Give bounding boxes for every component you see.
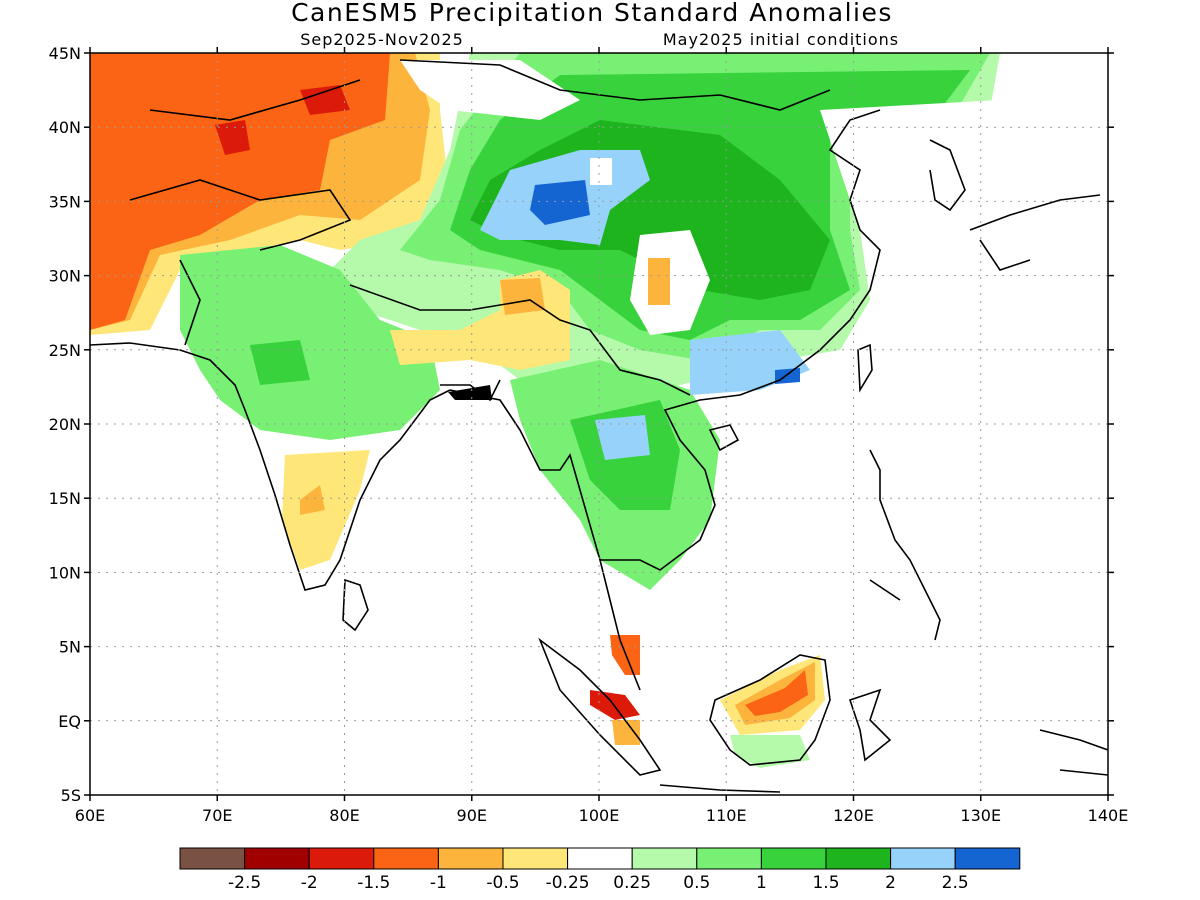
malaysia-dry-region <box>610 635 640 675</box>
laos-very-wet <box>595 415 650 460</box>
latitude-axis: 45N 40N 35N 30N 25N 20N 15N 10N 5N EQ 5S <box>49 44 1114 805</box>
sri-lanka <box>342 578 369 632</box>
india-dry-spot <box>300 485 325 515</box>
colorbar-swatch <box>696 847 762 870</box>
colorbar-swatch <box>502 847 569 870</box>
lat-tick-label: 5N <box>59 638 81 657</box>
new-guinea <box>1039 729 1108 776</box>
lat-tick-label: 45N <box>49 44 81 63</box>
taiwan <box>857 343 873 393</box>
colorbar-swatch <box>437 847 504 870</box>
sumatra <box>538 637 662 776</box>
tibet-extreme-wet-core <box>530 180 590 225</box>
lat-tick-label: 25N <box>49 341 81 360</box>
korea <box>929 139 966 212</box>
central-asia-borders <box>129 79 361 346</box>
gridlines <box>90 53 1108 795</box>
bangladesh-delta-fill <box>448 385 492 400</box>
tibet-neutral-spot <box>590 158 612 185</box>
india-dry-region <box>282 450 370 570</box>
china-border-south <box>349 284 691 396</box>
colorbar-label: -2 <box>301 873 318 893</box>
colorbar-swatch <box>954 847 1021 870</box>
colorbar-swatch <box>760 847 827 870</box>
colorbar-label: 1.5 <box>812 873 839 893</box>
colorbar-label: 0.25 <box>613 873 651 893</box>
borneo-dry-core <box>745 670 808 716</box>
colorbar-swatch <box>567 847 633 870</box>
lon-tick-label: 140E <box>1088 806 1129 825</box>
longitude-axis: 60E 70E 80E 90E 100E 110E 120E 130E 140E <box>75 47 1129 825</box>
tien-shan-very-dry-spot <box>300 85 350 115</box>
hainan <box>708 424 740 452</box>
lat-tick-label: 10N <box>49 563 81 582</box>
map-title: CanESM5 Precipitation Standard Anomalies <box>291 0 893 27</box>
colorbar-label: -0.5 <box>486 873 519 893</box>
lon-tick-label: 70E <box>202 806 232 825</box>
indochina-coastline <box>600 109 881 571</box>
java <box>659 784 781 793</box>
lat-tick-label: 40N <box>49 118 81 137</box>
lon-tick-label: 130E <box>960 806 1001 825</box>
colorbar-swatch <box>373 847 439 870</box>
india-wet-region <box>180 245 440 440</box>
lon-tick-label: 90E <box>457 806 487 825</box>
bay-bengal-east-coast <box>449 389 641 691</box>
colorbar-swatch <box>308 847 375 870</box>
lon-tick-label: 100E <box>579 806 620 825</box>
korea-neutral-region <box>820 90 1108 795</box>
lat-tick-label: 30N <box>49 267 81 286</box>
sichuan-dry-spot <box>648 258 670 305</box>
central-asia-dry-region-core <box>90 53 390 330</box>
india-wet-core <box>250 340 310 385</box>
colorbar-swatch <box>825 847 892 870</box>
south-china-extreme-wet <box>775 368 800 384</box>
mongolia-neutral-region <box>400 60 580 120</box>
sumatra-very-dry <box>590 690 640 720</box>
india-coastline <box>90 342 451 591</box>
colorbar-label: 2 <box>885 873 896 893</box>
initial-conditions: May2025 initial conditions <box>663 30 899 49</box>
colorbar-label: -1 <box>430 873 447 893</box>
lat-tick-label: 15N <box>49 489 81 508</box>
borneo-wet-south <box>730 735 810 768</box>
colorbar-label: -1.5 <box>357 873 390 893</box>
lon-tick-label: 80E <box>329 806 359 825</box>
colorbar-swatch <box>890 847 956 870</box>
lon-tick-label: 120E <box>833 806 874 825</box>
philippines <box>869 449 941 641</box>
lon-tick-label: 60E <box>75 806 105 825</box>
tajik-very-dry-spot <box>215 120 250 155</box>
sulawesi <box>848 688 892 762</box>
lat-tick-label: 20N <box>49 415 81 434</box>
lat-tick-label: 5S <box>61 786 81 805</box>
lon-tick-label: 110E <box>706 806 747 825</box>
lat-tick-label: 35N <box>49 192 81 211</box>
colorbar-swatch <box>244 847 310 870</box>
colorbar-legend: -2.5 -2 -1.5 -1 -0.5 -0.25 0.25 0.5 1 1.5 2 2.5 <box>179 847 1021 893</box>
colorbar-label: -2.5 <box>228 873 261 893</box>
colorbar-label: 1 <box>756 873 767 893</box>
anomaly-field <box>90 53 1108 795</box>
borneo <box>709 654 831 766</box>
sumatra-dry-edge <box>612 720 640 745</box>
mongolia-border <box>399 59 831 111</box>
colorbar-label: 0.5 <box>683 873 710 893</box>
lat-tick-label: EQ <box>58 712 81 731</box>
colorbar-label: -0.25 <box>546 873 590 893</box>
forecast-period: Sep2025-Nov2025 <box>300 30 464 49</box>
colorbar-swatch <box>179 847 246 870</box>
colorbar-label: 2.5 <box>942 873 969 893</box>
japan <box>969 194 1101 271</box>
burma-dry-spot <box>500 278 545 315</box>
colorbar-swatch <box>631 847 698 870</box>
